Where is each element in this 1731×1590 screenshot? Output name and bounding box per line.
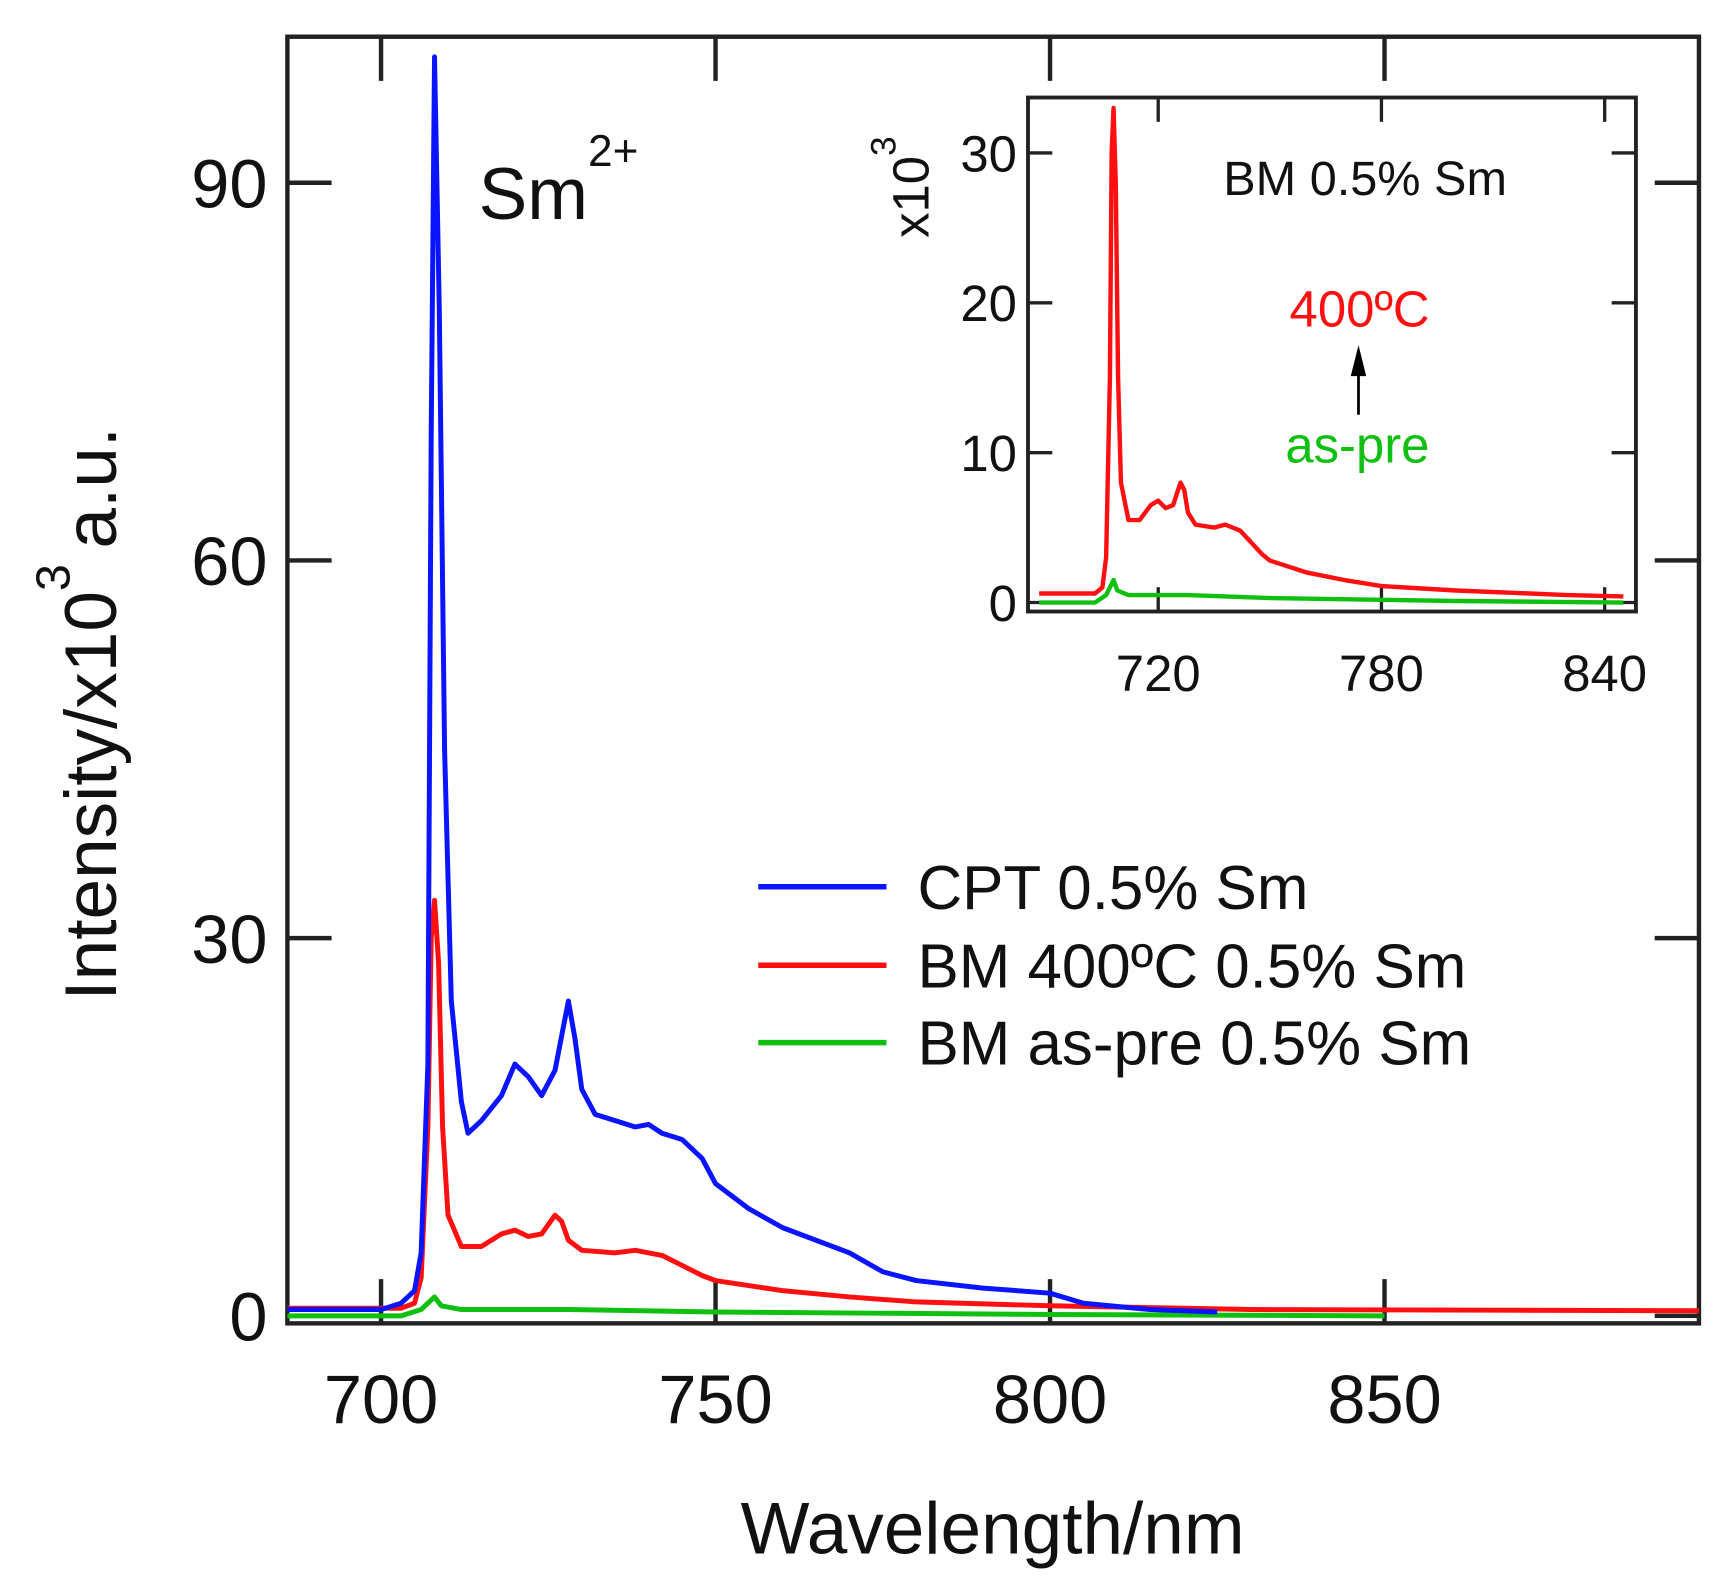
inset-x-tick-label: 780 (1339, 645, 1424, 702)
main-y-tick-label: 0 (229, 1278, 267, 1355)
ion-annotation-base: Sm (479, 154, 588, 235)
main-y-tick-label: 90 (191, 145, 267, 222)
legend-label-bm-as-pre: BM as-pre 0.5% Sm (917, 1010, 1471, 1079)
main-x-tick-label: 700 (324, 1361, 438, 1438)
y-axis-label-main: Intensity/x10 (51, 591, 132, 1001)
main-x-tick-label: 850 (1327, 1361, 1441, 1438)
y-axis-label-exp: 3 (27, 564, 81, 591)
inset-annotation-as-pre: as-pre (1285, 416, 1429, 473)
x-axis-label: Wavelength/nm (741, 1488, 1245, 1569)
inset-y-axis-label: x103 (864, 136, 939, 238)
inset-annotation-400c: 400ºC (1290, 280, 1430, 337)
ion-annotation-sup: 2+ (588, 127, 638, 176)
inset-title: BM 0.5% Sm (1223, 152, 1507, 206)
main-x-tick-label: 750 (658, 1361, 772, 1438)
legend: CPT 0.5% Sm BM 400ºC 0.5% Sm BM as-pre 0… (758, 854, 1471, 1079)
main-series-bm-400-c-0-5-sm (287, 897, 1699, 1314)
inset-arrow-up-icon (1350, 345, 1367, 377)
inset-y-tick-label: 30 (960, 125, 1017, 182)
y-axis-label: Intensity/x103 a.u. (27, 427, 132, 1001)
inset-x-tick-label: 720 (1116, 645, 1201, 702)
inset-y-label-main: x10 (883, 156, 940, 238)
inset-plot-frame (1026, 95, 1638, 614)
inset-chart: 720 780 840 0 10 20 30 BM 0.5% Sm 400ºC as-pre… (864, 95, 1647, 702)
legend-label-bm-400: BM 400ºC 0.5% Sm (917, 932, 1466, 1001)
inset-y-label-exp: 3 (864, 136, 903, 156)
inset-series-400-c (1039, 105, 1624, 599)
main-series-bm-as-pre-0-5-sm (287, 1294, 1385, 1319)
main-series-cpt-0-5-sm (287, 54, 1218, 1315)
main-plot-frame (285, 34, 1702, 1326)
main-y-tick-label: 60 (191, 523, 267, 600)
inset-y-tick-label: 20 (960, 275, 1017, 332)
inset-series-as-pre (1039, 577, 1624, 605)
y-axis-label-unit: a.u. (51, 427, 132, 549)
inset-y-tick-label: 0 (989, 575, 1017, 632)
inset-x-tick-label: 840 (1562, 645, 1647, 702)
main-x-tick-label: 800 (993, 1361, 1107, 1438)
legend-label-cpt: CPT 0.5% Sm (917, 854, 1308, 923)
main-y-tick-label: 30 (191, 901, 267, 978)
inset-y-tick-label: 10 (960, 425, 1017, 482)
ion-annotation: Sm2+ (479, 127, 639, 235)
